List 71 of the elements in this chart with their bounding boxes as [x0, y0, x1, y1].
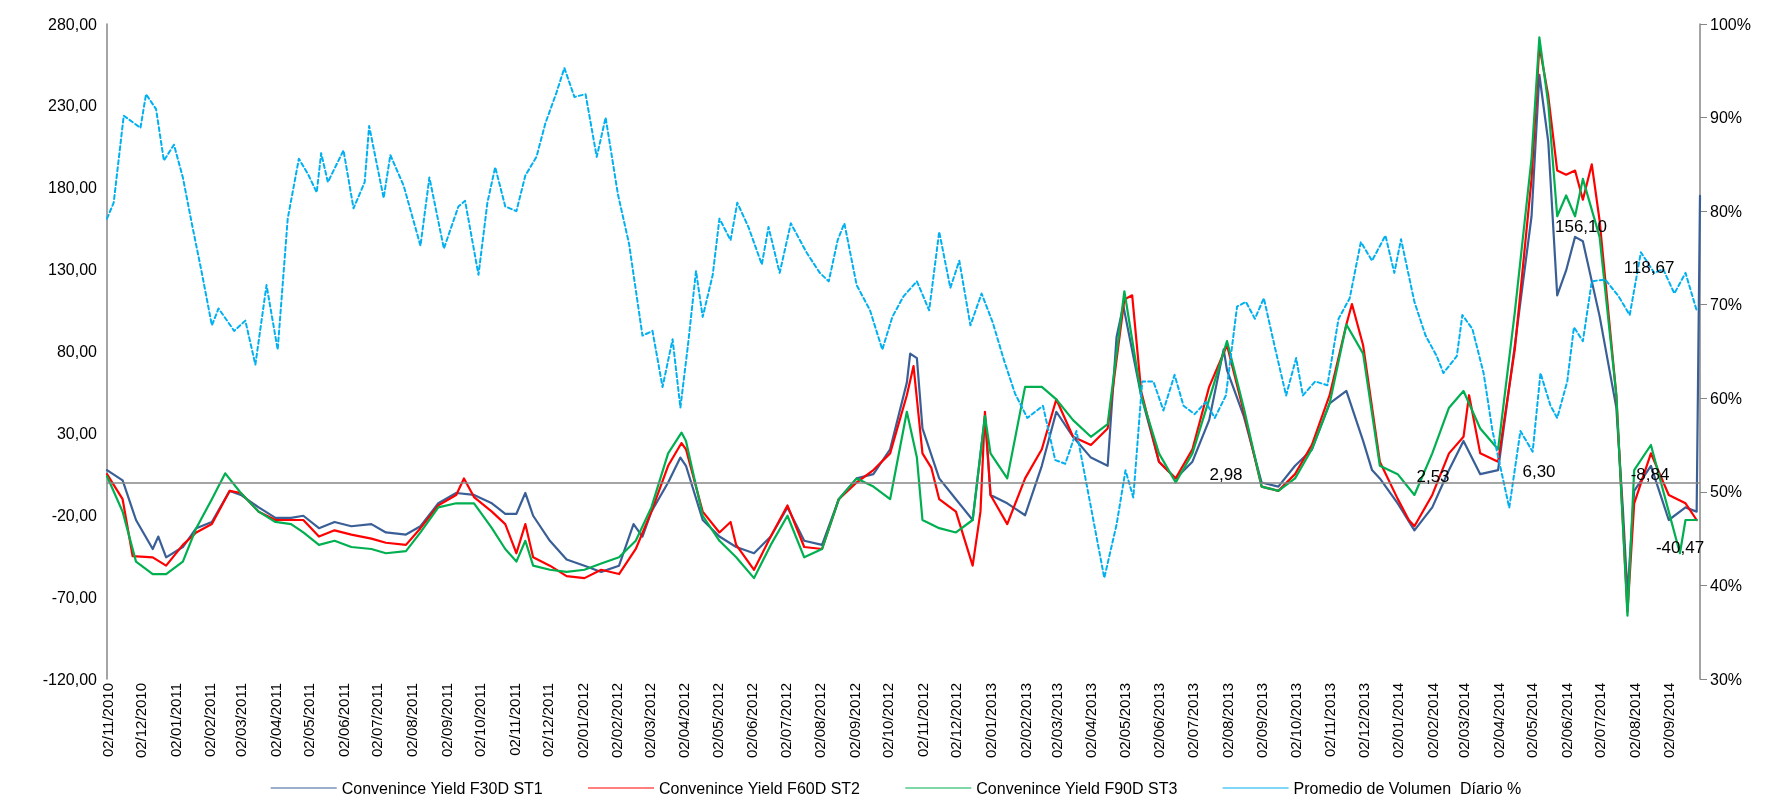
- x-tick-label: 02/09/2014: [1660, 683, 1678, 759]
- x-tick-label: 02/04/2011: [266, 683, 284, 757]
- x-tick-label: 02/05/2011: [300, 683, 318, 757]
- y2-tick-label: 40%: [1710, 576, 1743, 594]
- x-tick-label: 02/05/2014: [1523, 683, 1541, 759]
- x-tick-label: 02/11/2012: [913, 683, 931, 757]
- y-tick-label: 130,00: [48, 261, 98, 279]
- x-tick-label: 02/04/2013: [1082, 683, 1100, 759]
- y2-tick-label: 90%: [1710, 109, 1743, 127]
- x-tick-label: 02/07/2012: [776, 683, 794, 759]
- x-tick-label: 02/04/2012: [675, 683, 693, 759]
- y2-tick-label: 60%: [1710, 389, 1743, 407]
- x-tick-label: 02/11/2013: [1321, 683, 1339, 757]
- y2-tick-label: 50%: [1710, 483, 1743, 501]
- x-tick-label: 02/02/2011: [201, 683, 219, 757]
- legend-label: Convenince Yield F60D ST2: [659, 779, 861, 797]
- x-tick-label: 02/12/2012: [947, 683, 965, 759]
- x-tick-label: 02/01/2013: [982, 683, 1000, 759]
- x-tick-label: 02/01/2012: [573, 683, 591, 759]
- y2-tick-label: 100%: [1710, 15, 1751, 33]
- x-tick-label: 02/05/2012: [708, 683, 726, 759]
- y2-tick-label: 80%: [1710, 202, 1743, 220]
- y-tick-label: 280,00: [48, 15, 98, 33]
- x-tick-label: 02/10/2013: [1286, 683, 1304, 759]
- x-tick-label: 02/03/2012: [640, 683, 658, 759]
- y-tick-label: 180,00: [48, 179, 98, 197]
- x-tick-label: 02/06/2014: [1557, 683, 1575, 759]
- y-tick-label: -120,00: [42, 670, 98, 688]
- x-tick-label: 02/12/2010: [131, 683, 149, 759]
- x-tick-label: 02/02/2013: [1016, 683, 1034, 759]
- x-tick-label: 02/02/2012: [608, 683, 626, 759]
- x-tick-label: 02/01/2011: [166, 683, 184, 757]
- x-tick-label: 02/11/2010: [98, 683, 116, 757]
- y-tick-label: -20,00: [51, 506, 98, 524]
- x-tick-label: 02/08/2012: [811, 683, 829, 759]
- x-tick-label: 02/12/2011: [539, 683, 557, 757]
- legend-label: Convenince Yield F30D ST1: [341, 779, 543, 797]
- annotation: 118,67: [1623, 257, 1675, 277]
- x-tick-label: 02/10/2012: [879, 683, 897, 759]
- x-tick-label: 02/05/2013: [1115, 683, 1133, 759]
- x-tick-label: 02/08/2014: [1625, 683, 1643, 759]
- legend-label: Convenince Yield F90D ST3: [976, 779, 1178, 797]
- y-tick-label: 230,00: [48, 97, 98, 115]
- x-tick-label: 02/08/2013: [1218, 683, 1236, 759]
- x-tick-label: 02/06/2013: [1150, 683, 1168, 759]
- y-tick-label: 30,00: [56, 424, 98, 442]
- x-tick-label: 02/06/2011: [335, 683, 352, 757]
- x-tick-label: 02/07/2014: [1591, 683, 1609, 759]
- legend-label: Promedio de Volumen Díario %: [1293, 779, 1522, 797]
- x-tick-label: 02/12/2013: [1354, 683, 1372, 759]
- x-tick-label: 02/08/2011: [403, 683, 421, 757]
- annotation: 2,98: [1209, 464, 1243, 484]
- x-tick-label: 02/09/2012: [845, 683, 863, 759]
- x-tick-label: 02/01/2014: [1389, 683, 1407, 759]
- x-tick-label: 02/03/2014: [1455, 683, 1472, 759]
- x-tick-label: 02/09/2011: [437, 683, 455, 757]
- x-tick-label: 02/07/2013: [1183, 683, 1201, 759]
- y-tick-label: -70,00: [51, 588, 98, 606]
- annotation: 6,30: [1522, 461, 1556, 481]
- y2-tick-label: 30%: [1710, 670, 1743, 688]
- x-tick-label: 02/11/2011: [505, 683, 523, 756]
- y2-tick-label: 70%: [1710, 296, 1743, 314]
- x-tick-label: 02/03/2011: [232, 683, 250, 757]
- x-tick-label: 02/09/2013: [1253, 683, 1271, 759]
- y-tick-label: 80,00: [56, 343, 98, 360]
- x-tick-label: 02/03/2013: [1047, 683, 1065, 759]
- x-tick-label: 02/07/2011: [368, 683, 386, 757]
- x-tick-label: 02/10/2011: [471, 683, 489, 757]
- x-tick-label: 02/02/2014: [1423, 683, 1441, 759]
- x-tick-label: 02/06/2012: [743, 683, 761, 759]
- x-tick-label: 02/04/2014: [1489, 683, 1507, 759]
